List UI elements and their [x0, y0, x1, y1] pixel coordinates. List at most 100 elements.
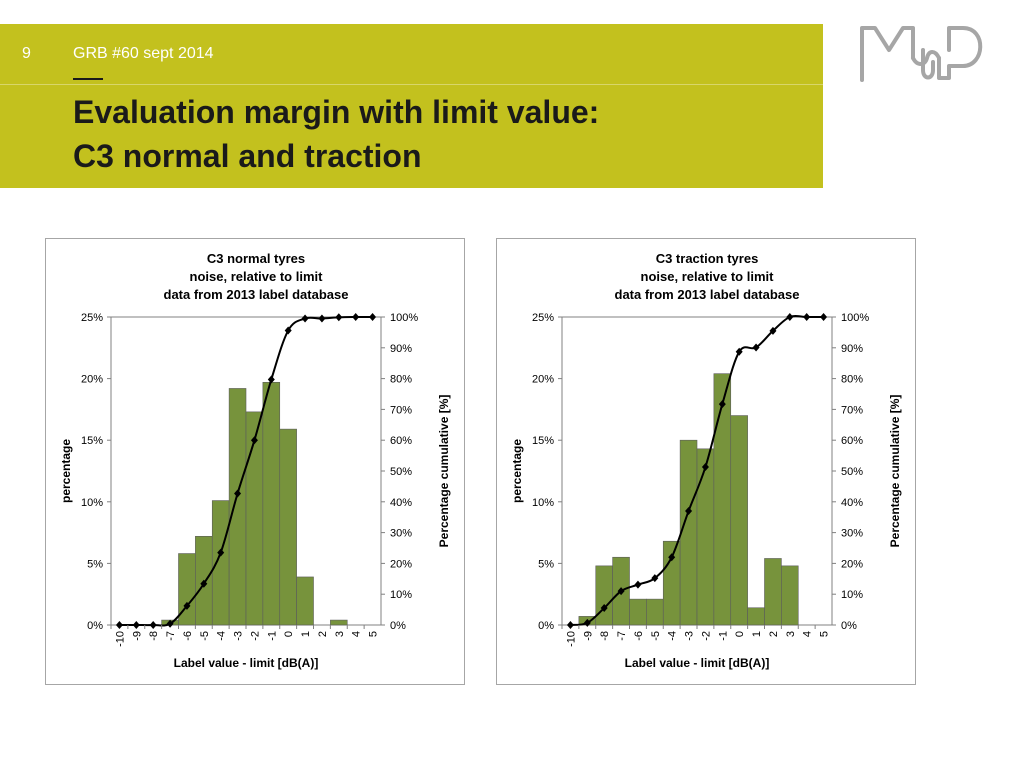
x-tick-label: 4 [351, 631, 363, 637]
y2-axis-label: Percentage cumulative [%] [888, 395, 902, 548]
histogram-bar [781, 565, 799, 626]
cumulative-point-marker [318, 314, 326, 323]
histogram-bar [595, 565, 613, 626]
x-tick-label: -4 [216, 631, 228, 641]
cumulative-point-marker [752, 343, 760, 352]
chart-normal-tyres: C3 normal tyres noise, relative to limit d… [59, 251, 451, 670]
x-tick-label: -5 [199, 631, 211, 641]
cumulative-point-marker [685, 507, 693, 516]
x-axis-label: Label value - limit [dB(A)] [625, 656, 770, 670]
x-tick-label: 2 [317, 631, 329, 637]
cumulative-point-marker [634, 580, 642, 589]
histogram-bar [696, 448, 715, 626]
x-tick-label: 1 [300, 631, 312, 637]
x-tick-label: 5 [819, 631, 831, 637]
y-tick-label: 0% [87, 620, 103, 632]
chart-normal-tyres-box: C3 normal tyres noise, relative to limit d… [45, 238, 465, 685]
x-tick-label: -9 [131, 631, 143, 641]
histogram-bar [296, 576, 314, 626]
x-tick-label: -7 [616, 631, 628, 641]
y-tick-label: 10% [532, 497, 554, 509]
y-tick-label: 15% [532, 435, 554, 447]
slide-number: 9 [22, 45, 31, 62]
slide-subtitle: GRB #60 sept 2014 [73, 45, 214, 62]
chart-title-line: noise, relative to limit [190, 269, 324, 284]
y-axis-label: percentage [510, 439, 524, 503]
y-tick-label: 25% [81, 312, 103, 324]
cumulative-point-marker [217, 548, 225, 557]
y2-tick-label: 30% [841, 528, 863, 540]
cumulative-point-marker [803, 313, 811, 321]
y-tick-label: 25% [532, 312, 554, 324]
header-divider [0, 84, 823, 85]
cumulative-point-marker [600, 604, 608, 613]
cumulative-point-marker [200, 579, 208, 588]
y2-tick-label: 70% [841, 404, 863, 416]
y2-tick-label: 50% [390, 466, 412, 478]
histogram-bar [764, 558, 782, 626]
cumulative-point-marker [735, 347, 743, 356]
cumulative-point-marker [301, 314, 309, 323]
y2-tick-label: 60% [841, 435, 863, 447]
x-tick-label: -5 [650, 631, 662, 641]
x-tick-label: 0 [283, 631, 295, 637]
header-band [0, 24, 823, 188]
page-title-line-1: Evaluation margin with limit value: [73, 94, 600, 130]
y2-tick-label: 40% [841, 497, 863, 509]
y2-tick-label: 100% [390, 312, 418, 324]
x-tick-label: -7 [165, 631, 177, 641]
histogram-bar [279, 428, 297, 626]
cumulative-point-marker [583, 618, 591, 627]
cumulative-point-marker [234, 489, 242, 498]
cumulative-point-marker [149, 621, 157, 629]
chart-title-line: data from 2013 label database [164, 287, 349, 302]
histogram-bar [629, 598, 647, 626]
cumulative-point-marker [132, 621, 140, 629]
x-tick-label: -10 [565, 631, 577, 647]
cumulative-point-marker [335, 313, 343, 322]
x-tick-label: -6 [182, 631, 194, 641]
y2-axis-label: Percentage cumulative [%] [437, 395, 451, 548]
y2-tick-label: 70% [390, 404, 412, 416]
x-tick-label: -8 [148, 631, 160, 641]
x-tick-label: -3 [684, 631, 696, 641]
cumulative-point-marker [566, 621, 574, 629]
cumulative-point-marker [115, 621, 123, 629]
cumulative-point-marker [352, 313, 360, 321]
x-tick-label: 0 [734, 631, 746, 637]
x-axis-label: Label value - limit [dB(A)] [174, 656, 319, 670]
x-tick-label: -1 [717, 631, 729, 641]
cumulative-point-marker [701, 462, 709, 471]
cumulative-point-marker [769, 326, 777, 335]
x-tick-label: -4 [667, 631, 679, 641]
y2-tick-label: 90% [841, 343, 863, 355]
x-tick-label: 3 [334, 631, 346, 637]
y2-tick-label: 80% [841, 374, 863, 386]
chart-title-line: C3 traction tyres [656, 251, 759, 266]
x-tick-label: -9 [582, 631, 594, 641]
histogram-bar [747, 607, 765, 626]
y2-tick-label: 50% [841, 466, 863, 478]
x-tick-label: -6 [633, 631, 645, 641]
y2-tick-label: 60% [390, 435, 412, 447]
chart-traction-tyres: C3 traction tyres noise, relative to limi… [510, 251, 902, 670]
cumulative-point-marker [267, 375, 275, 384]
histogram-bar [646, 598, 664, 626]
chart-traction-tyres-box: C3 traction tyres noise, relative to limi… [496, 238, 916, 685]
histogram-bar [330, 619, 348, 626]
y2-tick-label: 20% [390, 558, 412, 570]
histogram-bar [679, 439, 698, 626]
cumulative-point-marker [786, 313, 794, 321]
y-tick-label: 0% [538, 620, 554, 632]
title-accent-rule [73, 78, 103, 80]
y2-tick-label: 20% [841, 558, 863, 570]
cumulative-point-marker [668, 553, 676, 562]
y-tick-label: 10% [81, 497, 103, 509]
y2-tick-label: 40% [390, 497, 412, 509]
x-tick-label: -3 [233, 631, 245, 641]
y2-tick-label: 100% [841, 312, 869, 324]
y-tick-label: 20% [532, 374, 554, 386]
cumulative-point-marker [166, 619, 174, 628]
x-tick-label: -10 [114, 631, 126, 647]
histogram-bar [262, 381, 281, 626]
